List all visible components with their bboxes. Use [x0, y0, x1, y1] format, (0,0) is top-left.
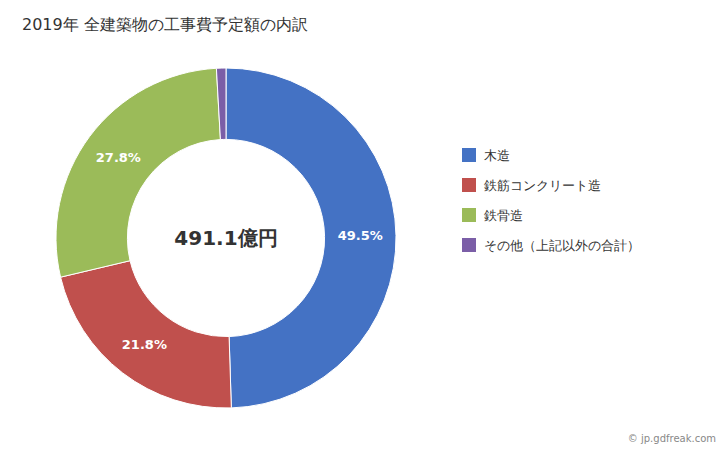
legend-label: 木造: [484, 148, 510, 163]
legend-swatch: [462, 208, 476, 222]
data-label: 49.5%: [338, 228, 383, 243]
legend-label: 鉄筋コンクリート造: [484, 178, 601, 193]
pie: [56, 68, 396, 408]
title: 2019年 全建築物の工事費予定額の内訳: [22, 15, 308, 34]
legend-label: 鉄骨造: [484, 208, 523, 223]
legend-label: その他（上記以外の合計）: [484, 238, 640, 253]
legend-swatch: [462, 178, 476, 192]
legend: 木造鉄筋コンクリート造鉄骨造その他（上記以外の合計）: [462, 148, 640, 253]
chart: 2019年 全建築物の工事費予定額の内訳 49.5% 21.8% 27.8% 491.1…: [0, 0, 728, 450]
data-label: 27.8%: [96, 150, 141, 165]
slice: [61, 261, 232, 408]
legend-item: 木造: [462, 148, 510, 163]
legend-swatch: [462, 238, 476, 252]
legend-item: その他（上記以外の合計）: [462, 238, 640, 253]
watermark: © jp.gdfreak.com: [628, 433, 716, 444]
legend-item: 鉄筋コンクリート造: [462, 178, 601, 193]
slice: [216, 68, 226, 140]
data-label: 21.8%: [122, 337, 167, 352]
data-labels: 49.5% 21.8% 27.8%: [96, 150, 383, 352]
center-text: 491.1億円: [174, 226, 277, 250]
legend-item: 鉄骨造: [462, 208, 523, 223]
legend-swatch: [462, 148, 476, 162]
